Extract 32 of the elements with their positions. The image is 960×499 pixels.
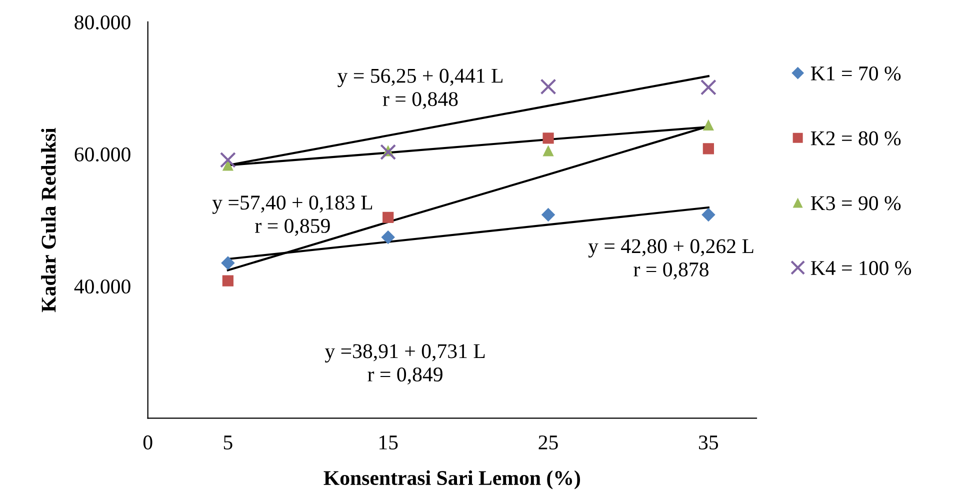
x-axis-title: Konsentrasi Sari Lemon (%) — [324, 470, 580, 490]
legend-label: K4 = 100 % — [810, 261, 912, 276]
legend-label: K1 = 70 % — [810, 66, 901, 81]
x-tick-label: 0 — [143, 435, 152, 450]
x-tick-label: 15 — [380, 436, 398, 450]
point — [221, 256, 235, 270]
point — [222, 275, 234, 286]
point — [702, 208, 716, 222]
point — [540, 78, 556, 95]
x-tick-label: 35 — [699, 435, 718, 450]
annotation: y =38,91 + 0,731 L r = 0,849 — [324, 344, 485, 384]
x-tick-label: 25 — [538, 435, 558, 450]
annotation: y = 42,80 + 0,262 L r = 0,878 — [588, 239, 754, 280]
y-tick-label: 60.000 — [74, 147, 130, 162]
annotation: y =57,40 + 0,183 L r = 0,859 — [212, 196, 372, 236]
point — [542, 145, 554, 156]
legend-label: K2 = 80 % — [810, 131, 901, 146]
annotation: y = 56,25 + 0,441 L r = 0,848 — [338, 68, 502, 110]
point — [542, 132, 554, 144]
y-tick-label: 40.000 — [74, 279, 130, 294]
point — [220, 152, 236, 168]
point — [382, 212, 394, 223]
y-axis-title: Kadar Gula Reduksi — [41, 128, 56, 312]
point — [381, 230, 395, 244]
x-tick-label: 5 — [224, 436, 232, 450]
point — [702, 143, 714, 154]
y-tick-label: 80.000 — [74, 15, 130, 30]
point — [702, 119, 714, 131]
point — [380, 144, 396, 160]
point — [541, 208, 556, 222]
point — [700, 79, 716, 96]
legend-label: K3 = 90 % — [810, 196, 901, 210]
